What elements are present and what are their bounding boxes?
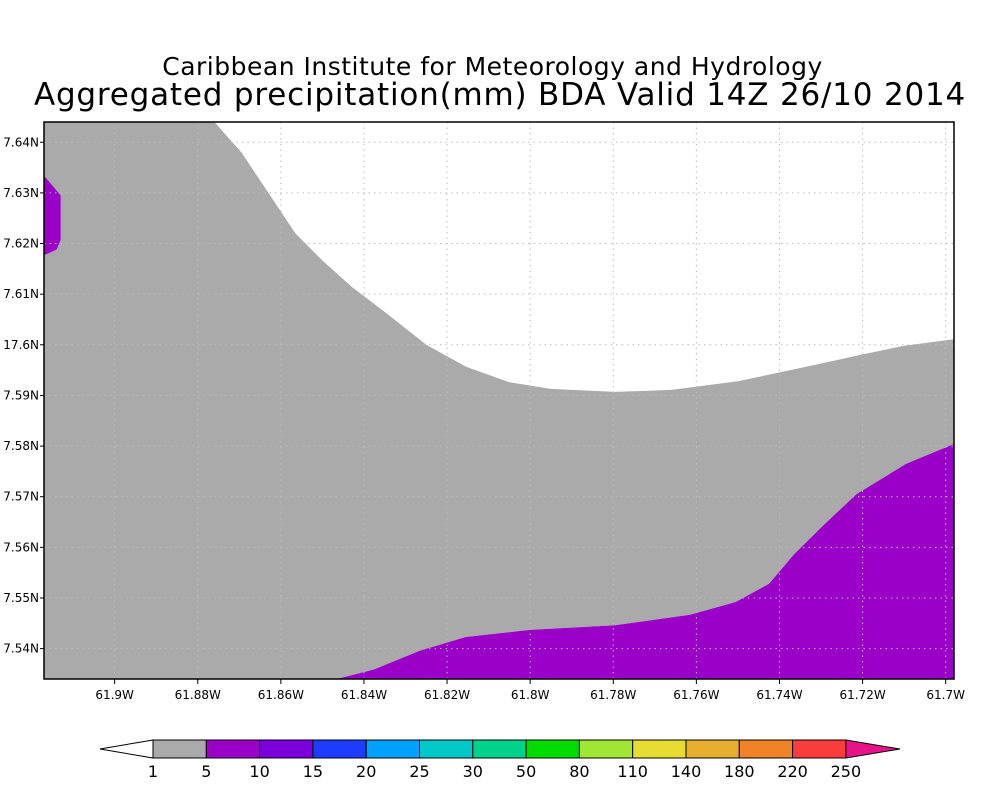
colorbar-level-label: 80 xyxy=(569,762,589,781)
colorbar-swatch xyxy=(152,739,207,759)
map-title: Aggregated precipitation(mm) BDA Valid 1… xyxy=(33,77,967,113)
lon-tick-label: 61.7W xyxy=(926,688,965,702)
colorbar-level-label: 1 xyxy=(148,762,158,781)
colorbar-level-label: 20 xyxy=(356,762,376,781)
lon-tick-label: 61.74W xyxy=(756,688,802,702)
colorbar-level-label: 10 xyxy=(249,762,269,781)
colorbar-level-label: 15 xyxy=(303,762,323,781)
lat-tick-label: 7.63N xyxy=(3,186,39,200)
colorbar-level-label: 180 xyxy=(724,762,755,781)
lon-tick-label: 61.82W xyxy=(424,688,470,702)
lat-tick-label: 7.55N xyxy=(3,591,39,605)
lon-tick-label: 61.88W xyxy=(175,688,221,702)
lat-tick-label: 7.62N xyxy=(3,237,39,251)
colorbar-level-label: 30 xyxy=(463,762,483,781)
colorbar-swatch xyxy=(632,739,687,759)
lat-tick-label: 7.58N xyxy=(3,439,39,453)
colorbar-swatch xyxy=(472,739,527,759)
colorbar-swatch xyxy=(685,739,740,759)
lat-tick-label: 7.54N xyxy=(3,642,39,656)
colorbar-swatch xyxy=(312,739,367,759)
lon-tick-label: 61.78W xyxy=(590,688,636,702)
colorbar-level-label: 250 xyxy=(831,762,862,781)
latitude-axis: 7.64N 7.63N 7.62N 7.61N 17.6N 7.59N 7.58N 7.57N… xyxy=(3,135,44,656)
colorbar-level-label: 220 xyxy=(777,762,808,781)
lon-tick-label: 61.9W xyxy=(95,688,134,702)
colorbar-swatch xyxy=(578,739,634,759)
lat-tick-label: 7.64N xyxy=(3,135,39,149)
precipitation-regions xyxy=(44,122,954,679)
colorbar-swatch xyxy=(738,739,794,759)
colorbar-level-label: 140 xyxy=(671,762,702,781)
colorbar: 1 5 10 15 20 25 30 50 80 110 140 180 220 250 xyxy=(99,739,901,781)
precip-5-10mm-northwest-region xyxy=(44,175,61,256)
institute-title: Caribbean Institute for Meteorology and … xyxy=(162,52,823,81)
colorbar-swatch xyxy=(419,739,474,759)
lon-tick-label: 61.72W xyxy=(839,688,885,702)
colorbar-swatch xyxy=(259,739,314,759)
lon-tick-label: 61.86W xyxy=(258,688,304,702)
colorbar-level-label: 5 xyxy=(201,762,211,781)
precip-1-5mm-region xyxy=(44,122,954,679)
colorbar-low-arrow xyxy=(99,739,154,759)
map-frame xyxy=(43,121,955,680)
lon-tick-label: 61.8W xyxy=(511,688,550,702)
lat-tick-label: 7.57N xyxy=(3,490,39,504)
colorbar-level-label: 25 xyxy=(409,762,429,781)
colorbar-swatch xyxy=(792,739,847,759)
lon-tick-label: 61.84W xyxy=(341,688,387,702)
colorbar-swatch xyxy=(365,739,421,759)
lat-tick-label: 7.61N xyxy=(3,287,39,301)
colorbar-swatch xyxy=(205,739,261,759)
lat-tick-label: 7.59N xyxy=(3,388,39,402)
lat-tick-label: 7.56N xyxy=(3,540,39,554)
colorbar-swatch xyxy=(525,739,580,759)
colorbar-level-label: 110 xyxy=(617,762,648,781)
colorbar-high-arrow xyxy=(845,739,901,759)
lon-tick-label: 61.76W xyxy=(673,688,719,702)
colorbar-level-label: 50 xyxy=(516,762,536,781)
precip-5-10mm-south-region xyxy=(187,444,954,679)
lat-tick-label: 17.6N xyxy=(3,338,39,352)
longitude-axis: 61.9W 61.88W 61.86W 61.84W 61.82W 61.8W 61.78W… xyxy=(95,679,965,702)
